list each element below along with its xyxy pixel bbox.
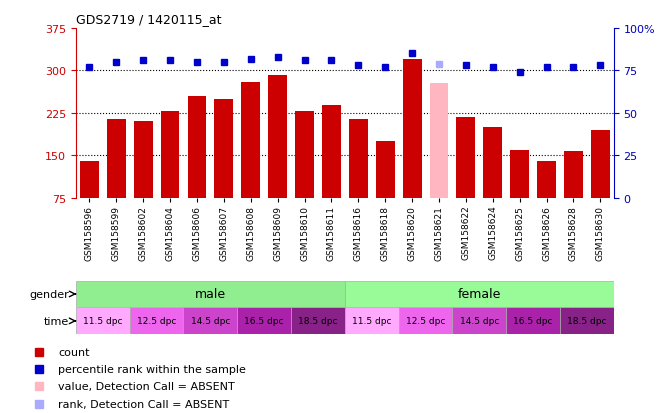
Bar <box>483 128 502 198</box>
Text: rank, Detection Call = ABSENT: rank, Detection Call = ABSENT <box>59 399 230 408</box>
Bar <box>399 308 453 335</box>
Bar <box>537 161 556 198</box>
Bar <box>564 152 583 198</box>
Bar <box>134 122 152 198</box>
Bar <box>238 308 291 335</box>
Bar <box>510 150 529 198</box>
Text: value, Detection Call = ABSENT: value, Detection Call = ABSENT <box>59 381 235 391</box>
Bar <box>187 97 207 198</box>
Bar <box>453 308 506 335</box>
Text: count: count <box>59 347 90 357</box>
Bar <box>76 308 129 335</box>
Bar <box>183 308 238 335</box>
Bar <box>76 281 345 308</box>
Text: 12.5 dpc: 12.5 dpc <box>137 317 176 325</box>
Bar <box>349 119 368 198</box>
Bar <box>291 308 345 335</box>
Text: 16.5 dpc: 16.5 dpc <box>513 317 553 325</box>
Text: 11.5 dpc: 11.5 dpc <box>83 317 123 325</box>
Bar <box>80 161 99 198</box>
Bar <box>560 308 614 335</box>
Bar <box>322 106 341 198</box>
Bar <box>242 83 260 198</box>
Text: gender: gender <box>30 289 69 299</box>
Bar <box>457 118 475 198</box>
Bar <box>295 112 314 198</box>
Text: GDS2719 / 1420115_at: GDS2719 / 1420115_at <box>76 13 221 26</box>
Text: 12.5 dpc: 12.5 dpc <box>406 317 446 325</box>
Text: 11.5 dpc: 11.5 dpc <box>352 317 391 325</box>
Bar <box>345 308 399 335</box>
Text: 14.5 dpc: 14.5 dpc <box>191 317 230 325</box>
Bar <box>107 119 125 198</box>
Text: male: male <box>195 288 226 301</box>
Text: time: time <box>44 316 69 326</box>
Bar <box>506 308 560 335</box>
Text: 16.5 dpc: 16.5 dpc <box>244 317 284 325</box>
Bar <box>591 131 610 198</box>
Bar <box>214 100 233 198</box>
Bar <box>403 60 422 198</box>
Bar <box>268 76 287 198</box>
Text: 14.5 dpc: 14.5 dpc <box>459 317 499 325</box>
Text: female: female <box>457 288 501 301</box>
Text: percentile rank within the sample: percentile rank within the sample <box>59 364 246 374</box>
Bar <box>160 112 180 198</box>
Bar <box>376 142 395 198</box>
Text: 18.5 dpc: 18.5 dpc <box>567 317 607 325</box>
Bar <box>430 84 448 198</box>
Bar <box>345 281 614 308</box>
Bar <box>129 308 183 335</box>
Text: 18.5 dpc: 18.5 dpc <box>298 317 338 325</box>
